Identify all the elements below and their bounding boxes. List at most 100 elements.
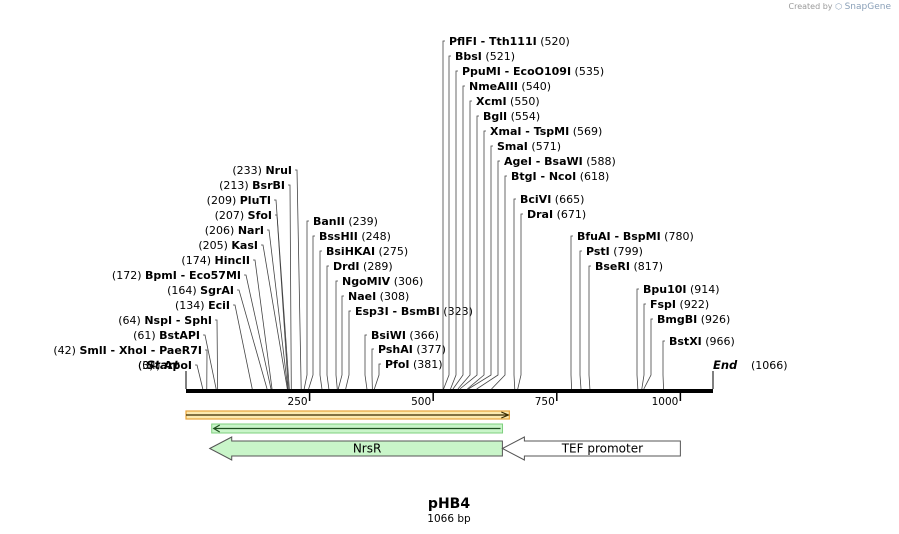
- site-position: (64): [118, 314, 144, 327]
- site-connector: [373, 363, 381, 390]
- site-label: BglI (554): [483, 110, 540, 123]
- enzyme-name: - BsaWI: [532, 155, 583, 168]
- site-bsiwi: BsiWI (366): [364, 329, 439, 390]
- site-connector: [459, 115, 479, 390]
- site-connector: [467, 130, 486, 390]
- site-connector: [643, 318, 653, 390]
- site-label: BbsI (521): [455, 50, 515, 63]
- site-connector: [244, 274, 272, 390]
- site-connector: [588, 265, 591, 390]
- enzyme-name: EciI: [208, 299, 230, 312]
- site-position: (308): [376, 290, 409, 303]
- site-label: (174) HincII: [181, 254, 250, 267]
- site-position: (535): [571, 65, 604, 78]
- site-kasi: (205) KasI: [198, 239, 288, 390]
- enzyme-name: BanII: [313, 215, 345, 228]
- site-connector: [513, 198, 516, 390]
- site-connector: [468, 145, 493, 390]
- enzyme-name: - EcoO109I: [501, 65, 571, 78]
- enzyme-name: KasI: [231, 239, 258, 252]
- site-connector: [335, 280, 338, 390]
- site-position: (618): [576, 170, 609, 183]
- site-bgli: BglI (554): [459, 110, 540, 390]
- site-connector: [371, 348, 374, 390]
- site-position: (172): [112, 269, 145, 282]
- site-apoi: (34) ApoI: [138, 359, 204, 390]
- site-label: PfoI (381): [385, 358, 443, 371]
- site-label: DraI (671): [527, 208, 586, 221]
- enzyme-name: PluTI: [240, 194, 271, 207]
- feature-label: NrsR: [353, 442, 382, 456]
- site-connector: [303, 220, 309, 390]
- site-psti: PstI (799): [579, 245, 643, 390]
- enzyme-name: NaeI: [348, 290, 376, 303]
- site-label: (61) BstAPI: [133, 329, 200, 342]
- enzyme-name: NgoMIV: [342, 275, 391, 288]
- site-drdi: DrdI (289): [326, 260, 393, 390]
- scale-tick-label: 500: [411, 396, 431, 408]
- site-bseri: BseRI (817): [588, 260, 663, 390]
- site-position: (926): [697, 313, 730, 326]
- site-ecii: (134) EciI: [175, 299, 253, 390]
- site-label: DrdI (289): [333, 260, 393, 273]
- enzyme-name: - TspMI: [521, 125, 569, 138]
- site-label: (134) EciI: [175, 299, 230, 312]
- site-xcmi: XcmI (550): [457, 95, 540, 390]
- site-nari: (206) NarI: [205, 224, 289, 390]
- enzyme-name: DrdI: [333, 260, 360, 273]
- enzyme-name: XcmI: [476, 95, 507, 108]
- enzyme-name: - Eco57MI: [177, 269, 241, 282]
- scale-tick-label: 750: [535, 396, 555, 408]
- site-label: (164) SgrAI: [167, 284, 234, 297]
- site-banii: BanII (239): [303, 215, 378, 390]
- enzyme-name: DraI: [527, 208, 553, 221]
- site-bstxi: BstXI (966): [662, 335, 735, 390]
- site-connector: [636, 288, 639, 390]
- enzyme-name: BbsI: [455, 50, 482, 63]
- site-label: NgoMIV (306): [342, 275, 423, 288]
- site-label: (213) BsrBI: [219, 179, 285, 192]
- site-position: (817): [630, 260, 663, 273]
- site-ngomiv: NgoMIV (306): [335, 275, 423, 390]
- site-connector: [662, 340, 665, 390]
- site-btgi-ncoi: BtgI - NcoI (618): [491, 170, 609, 390]
- site-connector: [345, 310, 351, 390]
- site-position: (780): [661, 230, 694, 243]
- site-bmgbi: BmgBI (926): [643, 313, 730, 390]
- site-label: NmeAIII (540): [469, 80, 551, 93]
- site-position: (554): [507, 110, 540, 123]
- feature-label: TEF promoter: [561, 442, 643, 456]
- site-position: (366): [406, 329, 439, 342]
- enzyme-name: SfoI: [248, 209, 272, 222]
- site-position: (521): [482, 50, 515, 63]
- enzyme-name: FspI: [650, 298, 676, 311]
- site-connector: [443, 55, 451, 390]
- site-ppumi-ecoo109i: PpuMI - EcoO109I (535): [450, 65, 604, 390]
- site-connector: [233, 304, 253, 390]
- site-position: (289): [360, 260, 393, 273]
- site-connector: [491, 175, 507, 390]
- site-position: (134): [175, 299, 208, 312]
- site-label: BseRI (817): [595, 260, 663, 273]
- site-label: BsiWI (366): [371, 329, 439, 342]
- site-position: (239): [345, 215, 378, 228]
- site-smai: SmaI (571): [468, 140, 561, 390]
- green-arrow-head-icon: [212, 424, 221, 433]
- plasmid-length: 1066 bp: [427, 513, 471, 525]
- site-connector: [476, 160, 500, 390]
- enzyme-name: NarI: [238, 224, 264, 237]
- credit-brand: SnapGene: [844, 2, 891, 12]
- site-connector: [452, 85, 465, 390]
- site-position: (571): [528, 140, 561, 153]
- site-connector: [267, 229, 289, 390]
- site-position: (665): [551, 193, 584, 206]
- site-position: (588): [583, 155, 616, 168]
- site-label: BanII (239): [313, 215, 378, 228]
- site-position: (205): [198, 239, 231, 252]
- enzyme-name: - XhoI: [107, 344, 147, 357]
- snapgene-logo-icon: ⬡: [835, 2, 843, 11]
- site-nrui: (233) NruI: [232, 164, 302, 390]
- site-label: SmaI (571): [497, 140, 561, 153]
- site-position: (914): [687, 283, 720, 296]
- site-position: (922): [676, 298, 709, 311]
